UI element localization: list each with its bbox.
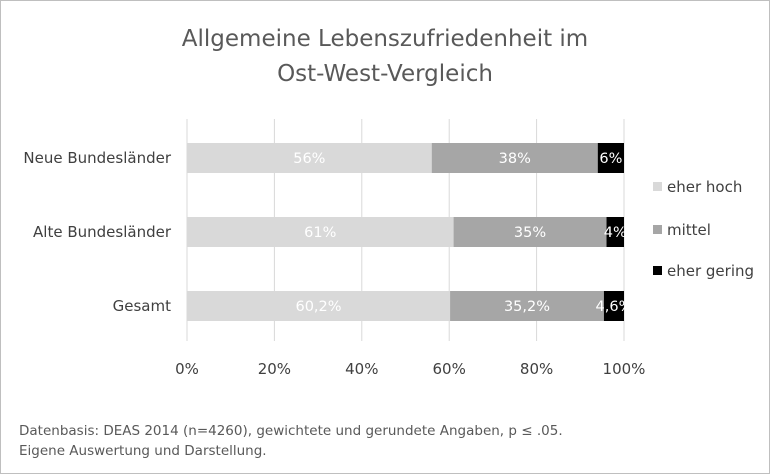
data-label: 61% [304,225,336,241]
source-line-1: Datenbasis: DEAS 2014 (n=4260), gewichte… [19,423,563,439]
x-tick-label: 100% [603,360,646,378]
data-label: 35% [514,225,546,241]
bar-segment [187,143,432,173]
bar-segment [597,143,624,173]
data-label: 60,2% [295,299,341,315]
bar-segment [606,217,624,247]
chart-title-line-2: Ost-West-Vergleich [277,61,493,87]
bar-segment [187,217,454,247]
source-note: Datenbasis: DEAS 2014 (n=4260), gewichte… [19,421,563,461]
category-label: Alte Bundesländer [33,223,172,241]
data-label: 4,6% [596,299,633,315]
bar-segment [187,291,451,321]
category-label: Neue Bundesländer [23,149,171,167]
data-label: 38% [499,151,531,167]
data-label: 4% [604,225,627,241]
x-tick-label: 80% [520,360,553,378]
legend-label: mittel [667,221,711,239]
bar-segment [453,217,607,247]
category-label: Gesamt [113,297,171,315]
bar-segment [431,143,598,173]
x-tick-label: 20% [258,360,291,378]
legend-swatch [653,182,662,191]
legend-swatch [653,225,662,234]
source-line-2: Eigene Auswertung und Darstellung. [19,443,267,459]
x-tick-label: 0% [175,360,199,378]
bar-segment [450,291,604,321]
data-label: 35,2% [504,299,550,315]
data-label: 6% [599,151,622,167]
chart-title-line-1: Allgemeine Lebenszufriedenheit im [182,26,588,52]
data-label: 56% [293,151,325,167]
legend-swatch [653,266,662,275]
x-tick-label: 60% [433,360,466,378]
x-tick-label: 40% [345,360,378,378]
legend-label: eher gering [667,262,754,280]
legend-label: eher hoch [667,178,742,196]
bar-segment [603,291,624,321]
